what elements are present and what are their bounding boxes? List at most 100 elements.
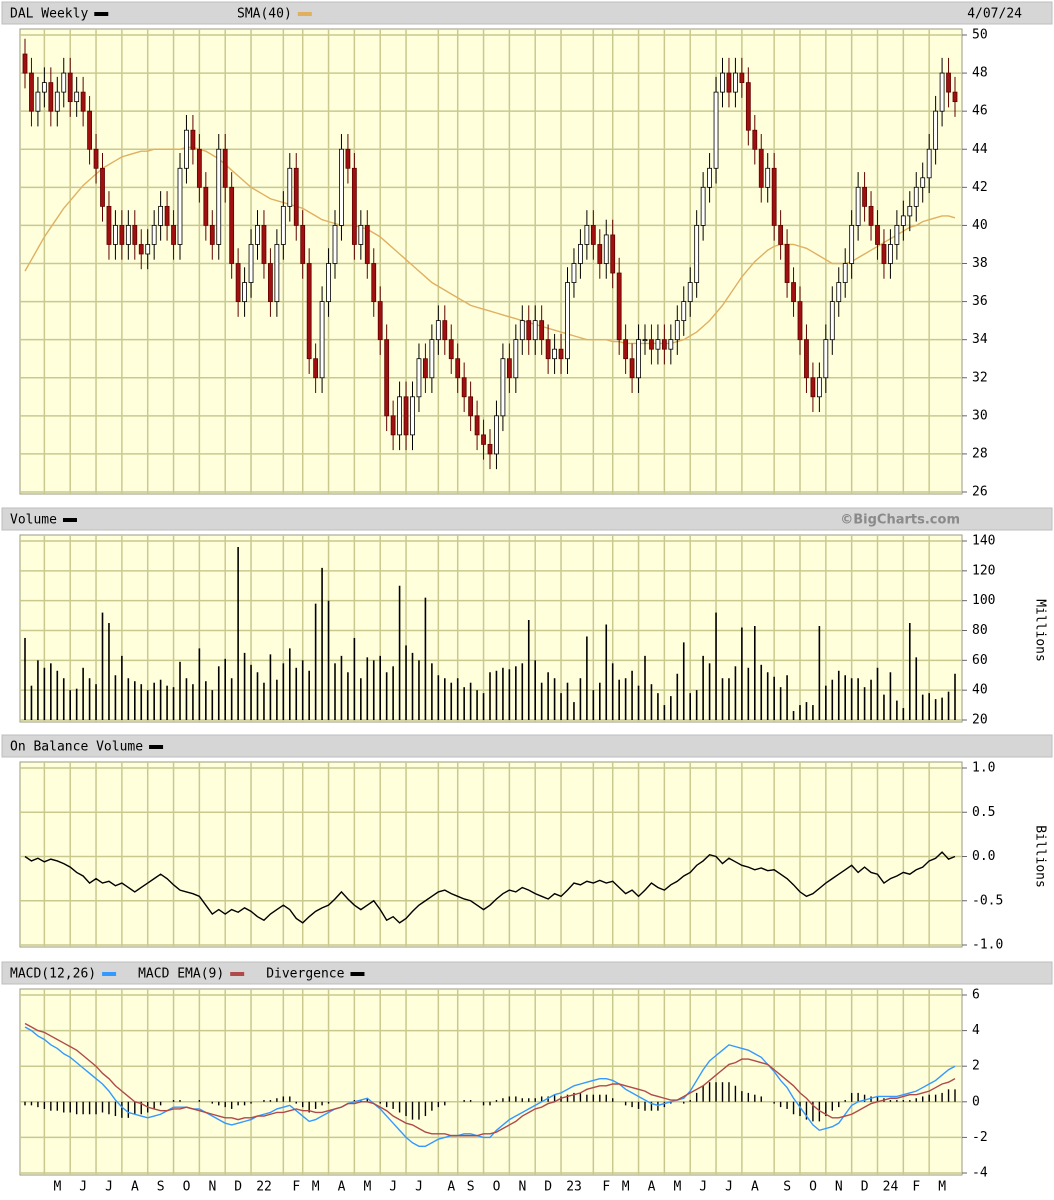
candle-body xyxy=(184,129,189,169)
candle-body xyxy=(119,225,125,245)
candle-body xyxy=(862,186,867,207)
y-tick-label: 0.0 xyxy=(972,849,995,864)
candle-body xyxy=(707,167,712,188)
plot-area xyxy=(19,28,963,495)
y-tick-label: 60 xyxy=(972,653,988,668)
candle-body xyxy=(313,358,319,379)
legend-swatch xyxy=(94,12,109,16)
candle-body xyxy=(810,377,816,398)
y-tick-label: -4 xyxy=(972,1166,988,1181)
candle-body xyxy=(455,358,461,379)
candle-body xyxy=(390,415,396,436)
candle-body xyxy=(842,263,848,283)
panel-header xyxy=(1,961,1053,985)
x-tick-label: S xyxy=(157,1180,165,1195)
y-tick-label: 38 xyxy=(972,256,988,271)
candle-body xyxy=(468,396,474,417)
candle-body xyxy=(894,225,900,245)
y-tick-label: 32 xyxy=(972,370,988,385)
candle-body xyxy=(48,82,54,112)
candle-body xyxy=(933,110,939,150)
source-credit: ©BigCharts.com xyxy=(840,513,960,528)
x-tick-label: A xyxy=(131,1180,139,1195)
candle-body xyxy=(829,301,835,341)
y-tick-label: 80 xyxy=(972,623,988,638)
x-tick-label: M xyxy=(938,1180,946,1195)
candle-body xyxy=(100,167,105,207)
x-tick-label: N xyxy=(208,1180,216,1195)
candle-body xyxy=(280,205,286,245)
y-tick-label: 100 xyxy=(972,593,995,608)
candle-body xyxy=(913,186,919,207)
candle-body xyxy=(423,358,428,379)
obv-line xyxy=(24,851,956,924)
candle-body xyxy=(791,282,796,302)
candle-body xyxy=(758,148,764,188)
candle-body xyxy=(552,348,557,360)
candle-body xyxy=(319,301,325,379)
candle-body xyxy=(513,339,519,379)
candle-body xyxy=(29,72,34,112)
y-tick-label: 0.5 xyxy=(972,805,995,820)
candle-body xyxy=(836,282,842,302)
y-tick-label: 40 xyxy=(972,218,988,233)
y-tick-label: 44 xyxy=(972,142,988,157)
x-tick-label: A xyxy=(338,1180,346,1195)
panel-header xyxy=(1,507,1053,531)
candle-body xyxy=(565,282,570,360)
candle-body xyxy=(610,234,616,274)
x-tick-label: S xyxy=(467,1180,475,1195)
candle-body xyxy=(519,320,525,341)
candle-body xyxy=(526,320,532,341)
y-tick-label: 34 xyxy=(972,332,988,347)
candle-body xyxy=(739,72,745,84)
y-tick-label: 6 xyxy=(972,988,980,1003)
candle-body xyxy=(823,339,829,379)
candle-body xyxy=(888,244,893,264)
candle-body xyxy=(171,225,176,245)
candle-body xyxy=(87,110,92,150)
candle-body xyxy=(907,205,913,217)
candle-body xyxy=(351,167,357,245)
y-tick-label: 0 xyxy=(972,1094,980,1109)
x-tick-label: J xyxy=(725,1180,733,1195)
candle-body xyxy=(54,91,60,112)
candle-body xyxy=(733,72,738,93)
candle-body xyxy=(106,205,112,245)
candle-body xyxy=(177,167,183,245)
candle-body xyxy=(668,339,674,350)
candle-body xyxy=(306,263,312,360)
candle-body xyxy=(67,72,73,103)
candle-body xyxy=(681,301,687,322)
candle-body xyxy=(345,148,351,169)
x-tick-label: J xyxy=(389,1180,397,1195)
candle-body xyxy=(545,339,551,360)
candle-body xyxy=(209,225,215,245)
candle-body xyxy=(326,263,331,302)
candle-body xyxy=(500,358,506,417)
candle-body xyxy=(61,72,67,93)
candle-body xyxy=(797,301,803,341)
candle-body xyxy=(506,358,512,379)
y-tick-label: -1.0 xyxy=(972,938,1003,953)
candle-body xyxy=(661,339,667,350)
chart-date: 4/07/24 xyxy=(967,7,1022,22)
candle-body xyxy=(300,225,306,264)
y-tick-label: 1.0 xyxy=(972,761,995,776)
candle-body xyxy=(778,225,784,245)
y-tick-label: -0.5 xyxy=(972,893,1003,908)
candle-body xyxy=(616,272,622,341)
candle-body xyxy=(804,339,809,379)
candle-body xyxy=(80,91,86,112)
candle-body xyxy=(158,205,164,226)
candle-body xyxy=(494,415,499,455)
candle-body xyxy=(145,244,151,255)
sma-line xyxy=(24,146,956,345)
candle-body xyxy=(532,320,538,341)
candle-body xyxy=(636,339,641,379)
candle-body xyxy=(442,320,448,341)
candle-body xyxy=(713,91,719,169)
candle-body xyxy=(649,339,654,350)
